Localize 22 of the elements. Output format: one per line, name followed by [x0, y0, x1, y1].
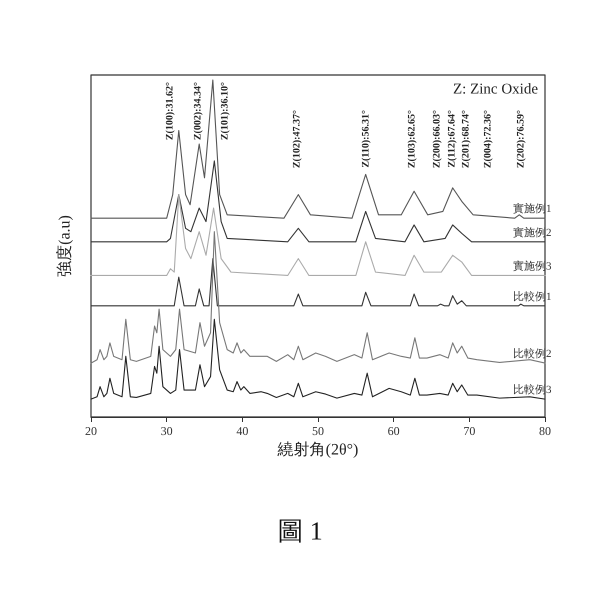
annotation: Z(112):67.64° [446, 110, 458, 168]
annotation: Z(002):34.34° [192, 82, 204, 140]
x-tick-label: 70 [463, 424, 476, 438]
annotation: Z(201):68.74° [460, 110, 472, 168]
x-tick-label: 30 [160, 424, 173, 438]
y-axis-title: 強度(a.u) [56, 215, 74, 277]
x-tick-label: 80 [539, 424, 551, 438]
caption: 圖 1 [277, 516, 323, 546]
x-tick-label: 60 [388, 424, 400, 438]
x-tick-label: 20 [85, 424, 97, 438]
annotation: Z: Zinc Oxide [453, 82, 538, 98]
x-axis-title: 繞射角(2θ°) [276, 440, 358, 458]
annotation: Z(202):76.59° [516, 110, 526, 168]
annotation: Z(101):36.10° [220, 82, 230, 140]
x-tick-label: 50 [312, 424, 324, 438]
annotation: Z(102):47.37° [292, 110, 302, 168]
x-tick-label: 40 [236, 424, 248, 438]
annotation: Z(110):56.31° [360, 110, 372, 168]
annotation: Z(004):72.36° [482, 110, 494, 168]
annotation: Z(100):31.62° [164, 82, 176, 140]
annotation: Z(200):66.03° [432, 110, 442, 168]
annotation: Z(103):62.65° [406, 110, 418, 168]
